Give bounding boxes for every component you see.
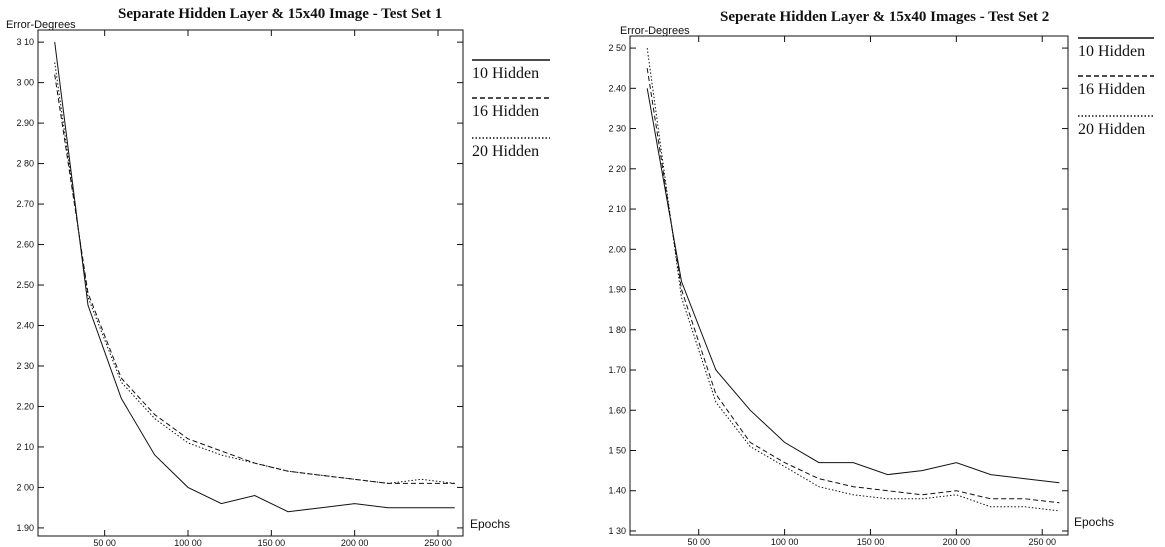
y-tick-label: 2 50 xyxy=(608,43,626,53)
y-tick-label: 1 50 xyxy=(608,445,626,455)
series-line-20-hidden xyxy=(646,48,1060,512)
y-tick-label: 2.50 xyxy=(16,280,34,290)
y-tick-label: 2.00 xyxy=(608,244,626,254)
series-line-20-hidden xyxy=(54,62,455,484)
chart-test-set-2: Seperate Hidden Layer & 15x40 Images - T… xyxy=(608,9,1154,547)
series-line-10-hidden xyxy=(54,42,455,513)
x-tick-label: 150 00 xyxy=(857,537,885,547)
series-line-16-hidden xyxy=(646,68,1060,504)
legend-label: 10 Hidden xyxy=(472,65,539,82)
y-tick-label: 3 00 xyxy=(16,78,34,88)
x-axis-label: Epochs xyxy=(470,517,510,531)
y-tick-label: 2 10 xyxy=(16,442,34,452)
series-line-16-hidden xyxy=(54,74,455,484)
y-tick-label: 1.70 xyxy=(608,365,626,375)
y-tick-label: 1 80 xyxy=(608,325,626,335)
x-tick-label: 50 00 xyxy=(93,538,116,547)
y-tick-label: 1 30 xyxy=(608,526,626,536)
chart-test-set-1: Separate Hidden Layer & 15x40 Image - Te… xyxy=(6,6,550,547)
chart-title: Separate Hidden Layer & 15x40 Image - Te… xyxy=(118,6,442,22)
legend-label: 20 Hidden xyxy=(1078,121,1145,138)
legend-label: 16 Hidden xyxy=(472,103,539,120)
y-tick-label: 2.20 xyxy=(16,401,34,411)
y-tick-label: 2.60 xyxy=(16,240,34,250)
y-tick-label: 1.90 xyxy=(16,523,34,533)
y-tick-label: 2.40 xyxy=(608,83,626,93)
x-tick-label: 200 00 xyxy=(341,538,369,547)
x-axis-label: Epochs xyxy=(1074,515,1114,529)
x-tick-label: 50 00 xyxy=(687,537,710,547)
x-tick-label: 250 00 xyxy=(424,538,452,547)
y-tick-label: 2.90 xyxy=(16,118,34,128)
x-tick-label: 200 00 xyxy=(943,537,971,547)
x-tick-label: 150 00 xyxy=(258,538,286,547)
legend-label: 20 Hidden xyxy=(472,143,539,160)
x-tick-label: 100 00 xyxy=(771,537,799,547)
y-axis-label: Error-Degrees xyxy=(620,25,690,37)
y-axis-label: Error-Degrees xyxy=(6,19,76,31)
y-tick-label: 2.40 xyxy=(16,321,34,331)
y-tick-label: 2 10 xyxy=(608,204,626,214)
y-tick-label: 2 00 xyxy=(16,482,34,492)
y-tick-label: 2.70 xyxy=(16,199,34,209)
x-tick-label: 100 00 xyxy=(174,538,202,547)
y-tick-label: 2 20 xyxy=(608,164,626,174)
y-tick-label: 2 30 xyxy=(16,361,34,371)
y-tick-label: 1.60 xyxy=(608,405,626,415)
plot-frame xyxy=(37,29,464,537)
x-tick-label: 250 00 xyxy=(1028,537,1056,547)
y-tick-label: 1.40 xyxy=(608,486,626,496)
legend-label: 16 Hidden xyxy=(1078,81,1145,98)
y-tick-label: 3 10 xyxy=(16,37,34,47)
plot-frame xyxy=(629,35,1069,536)
chart-title: Seperate Hidden Layer & 15x40 Images - T… xyxy=(720,9,1049,25)
legend-label: 10 Hidden xyxy=(1078,43,1145,60)
y-tick-label: 1.90 xyxy=(608,285,626,295)
y-tick-label: 2 30 xyxy=(608,124,626,134)
series-line-10-hidden xyxy=(646,88,1060,484)
y-tick-label: 2 80 xyxy=(16,159,34,169)
